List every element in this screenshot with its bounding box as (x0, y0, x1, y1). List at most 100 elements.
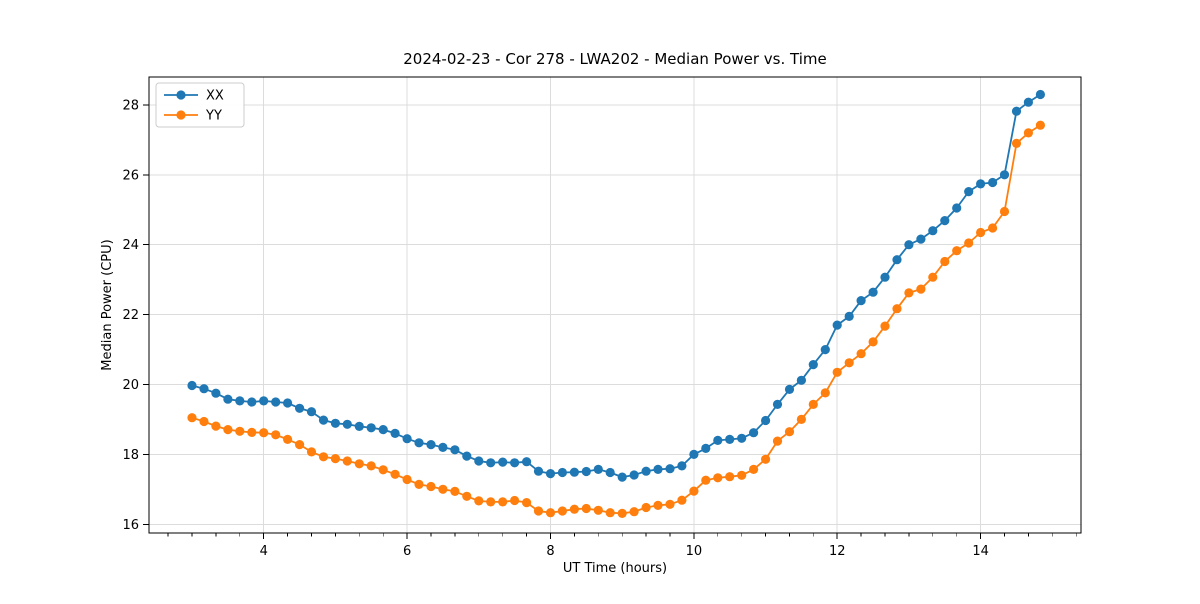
data-point (1023, 97, 1033, 107)
data-point (1035, 120, 1045, 130)
data-point (629, 470, 639, 480)
data-point (940, 256, 950, 267)
series-YY (187, 120, 1045, 518)
data-point (964, 187, 974, 197)
data-point (725, 434, 735, 444)
data-point (605, 467, 615, 478)
x-axis-label: UT Time (hours) (563, 561, 667, 576)
data-point (784, 427, 795, 437)
data-point (545, 469, 556, 479)
data-point (378, 425, 388, 435)
data-point (569, 504, 580, 514)
data-point (593, 505, 603, 515)
chart-title: 2024-02-23 - Cor 278 - LWA202 - Median P… (403, 50, 827, 68)
data-point (725, 472, 735, 482)
data-point (641, 502, 651, 513)
data-point (533, 466, 544, 476)
data-point (880, 272, 890, 282)
y-axis-label: Median Power (CPU) (100, 239, 115, 370)
data-point (856, 349, 866, 359)
y-tick-label: 16 (122, 518, 139, 533)
x-tick-label: 6 (403, 544, 411, 559)
data-point (414, 438, 424, 448)
data-point (187, 413, 197, 423)
data-point (414, 479, 424, 489)
data-point (402, 474, 412, 485)
data-point (545, 508, 556, 518)
data-point (880, 321, 890, 331)
data-point (390, 428, 400, 438)
data-point (1035, 89, 1045, 100)
data-point (283, 434, 293, 444)
x-tick-label: 12 (829, 544, 846, 559)
data-point (342, 456, 352, 466)
data-point (677, 461, 687, 471)
data-point (928, 272, 938, 282)
data-point (784, 384, 795, 394)
legend-label-XX: XX (206, 89, 224, 104)
data-point (868, 337, 878, 347)
data-point (533, 506, 544, 516)
data-point (713, 473, 723, 483)
data-point (426, 481, 436, 492)
data-point (928, 226, 938, 236)
data-point (462, 451, 472, 461)
data-point (689, 449, 699, 459)
data-point (641, 466, 651, 476)
data-point (223, 394, 233, 404)
y-tick-label: 26 (122, 168, 139, 183)
data-point (283, 398, 293, 408)
data-point (235, 426, 245, 436)
data-point (665, 499, 675, 509)
data-point (450, 486, 460, 496)
data-point (988, 177, 998, 188)
data-point (904, 240, 914, 250)
data-point (940, 216, 950, 226)
data-point (701, 443, 711, 453)
data-point (999, 170, 1010, 180)
series-XX (187, 89, 1045, 482)
data-point (509, 495, 520, 506)
data-point (354, 459, 364, 469)
data-point (832, 367, 842, 377)
data-point (438, 484, 448, 494)
data-point (988, 223, 998, 233)
data-point (808, 360, 818, 370)
data-point (522, 498, 532, 508)
data-point (557, 467, 568, 478)
data-point (581, 466, 591, 477)
data-point (689, 486, 699, 496)
data-point (856, 296, 866, 306)
data-point (737, 433, 747, 443)
data-point (796, 414, 807, 424)
data-point (450, 445, 460, 455)
data-point (378, 465, 388, 475)
data-point (557, 506, 568, 516)
data-point (653, 464, 663, 474)
data-point (665, 464, 675, 474)
data-point (832, 320, 842, 330)
x-tick-label: 8 (546, 544, 554, 559)
data-point (761, 415, 771, 426)
data-point (581, 503, 591, 514)
data-point (199, 384, 209, 394)
data-point (259, 396, 269, 406)
data-point (306, 447, 317, 457)
data-point (737, 470, 747, 480)
x-tick-label: 10 (686, 544, 703, 559)
data-point (605, 508, 615, 518)
data-point (772, 436, 783, 446)
data-point (498, 457, 508, 467)
data-series (187, 89, 1045, 518)
data-point (199, 416, 209, 427)
data-point (402, 434, 412, 444)
data-point (796, 375, 807, 385)
data-point (211, 421, 221, 431)
data-point (713, 435, 723, 445)
x-tick-label: 4 (260, 544, 268, 559)
data-point (976, 179, 986, 189)
data-point (474, 496, 484, 506)
y-tick-label: 20 (122, 378, 139, 393)
data-point (593, 464, 603, 474)
